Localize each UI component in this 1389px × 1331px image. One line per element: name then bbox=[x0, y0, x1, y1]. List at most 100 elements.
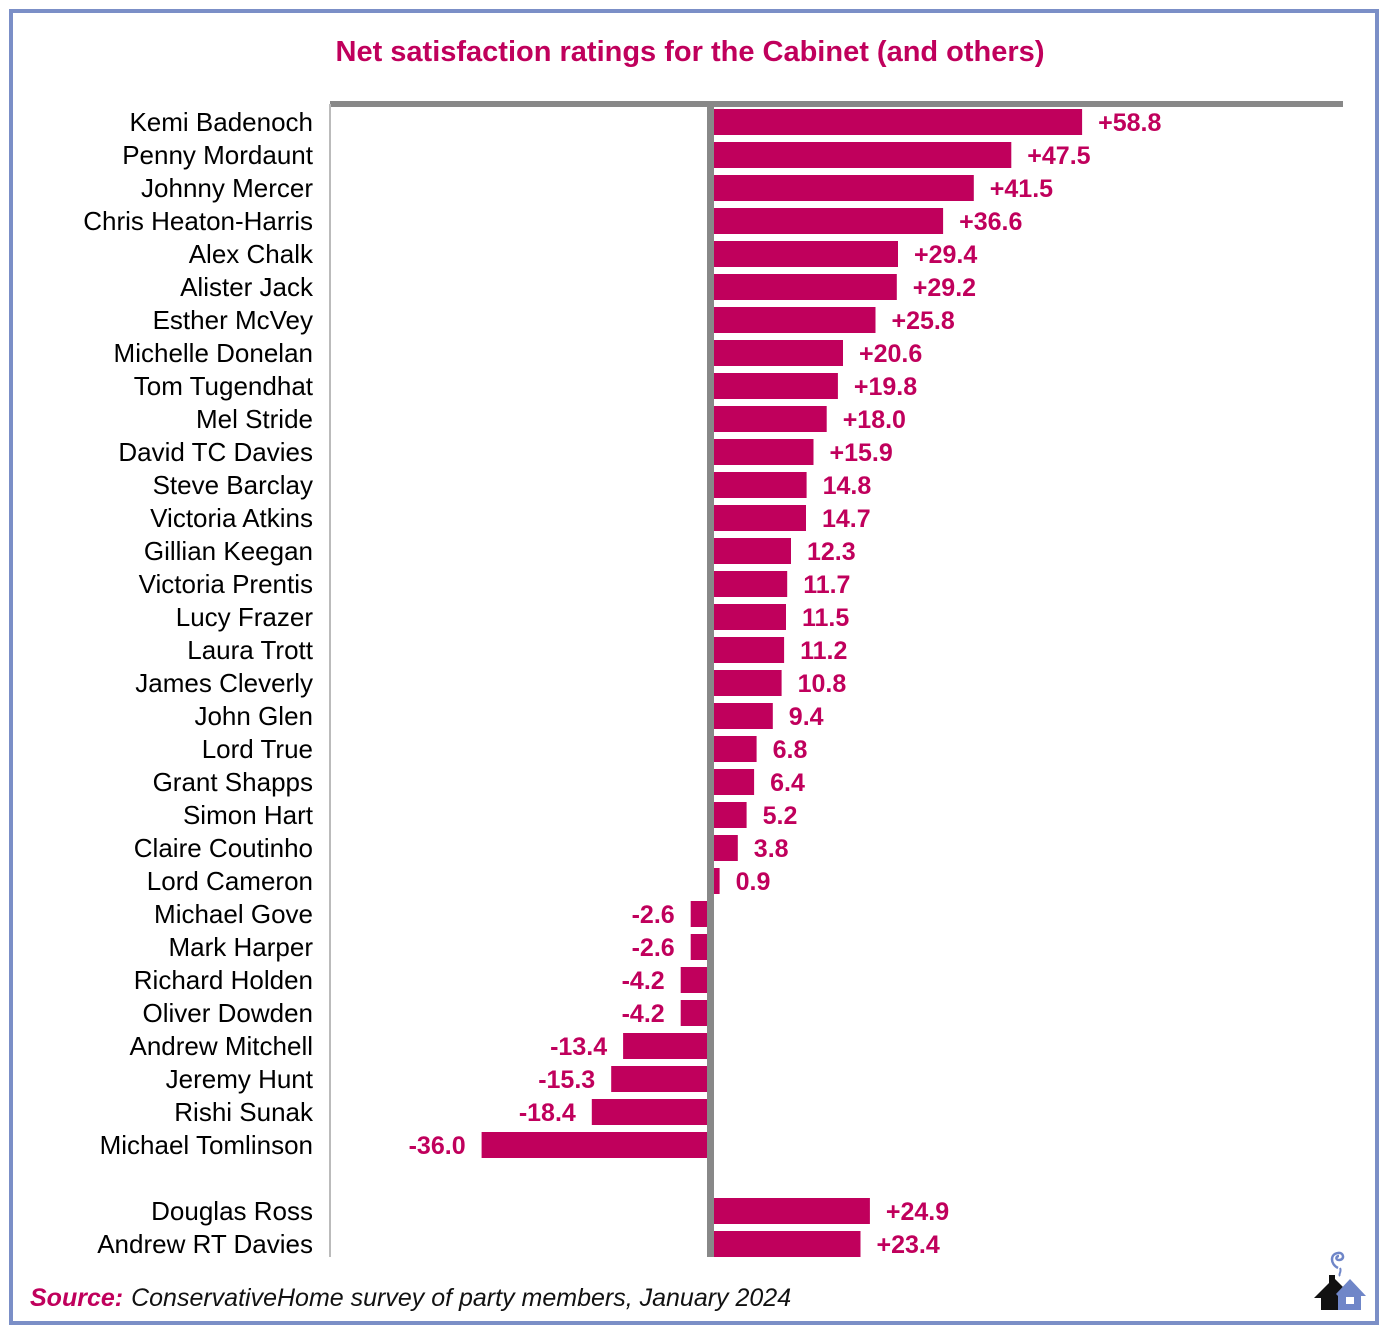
category-label: Chris Heaton-Harris bbox=[83, 206, 313, 236]
bar-andrew-mitchell bbox=[623, 1033, 707, 1059]
category-label: Tom Tugendhat bbox=[134, 371, 314, 401]
bar-grant-shapps bbox=[714, 769, 755, 795]
category-label: Michelle Donelan bbox=[114, 338, 313, 368]
value-label: -2.6 bbox=[632, 934, 675, 962]
category-label: James Cleverly bbox=[135, 668, 313, 698]
bar-rishi-sunak bbox=[591, 1099, 707, 1125]
bar-michael-tomlinson bbox=[481, 1132, 707, 1158]
value-label: +23.4 bbox=[877, 1231, 940, 1259]
category-label: Kemi Badenoch bbox=[129, 107, 313, 137]
bar-alex-chalk bbox=[714, 241, 898, 267]
value-label: 11.5 bbox=[802, 604, 849, 632]
value-label: +58.8 bbox=[1098, 109, 1161, 137]
bar-claire-coutinho bbox=[714, 835, 738, 861]
bar-oliver-dowden bbox=[680, 1000, 707, 1026]
value-label: -15.3 bbox=[538, 1066, 595, 1094]
category-label: David TC Davies bbox=[118, 437, 313, 467]
category-label: Douglas Ross bbox=[151, 1196, 313, 1226]
bar-victoria-prentis bbox=[714, 571, 788, 597]
bar-steve-barclay bbox=[714, 472, 807, 498]
category-label: Rishi Sunak bbox=[174, 1097, 314, 1127]
category-label: Victoria Prentis bbox=[139, 569, 313, 599]
bar-mark-harper bbox=[690, 934, 707, 960]
category-label: Mark Harper bbox=[169, 932, 314, 962]
bar-mel-stride bbox=[714, 406, 827, 432]
plot-left-border bbox=[329, 104, 331, 1257]
category-label: Andrew RT Davies bbox=[97, 1229, 313, 1259]
category-label: Jeremy Hunt bbox=[166, 1064, 314, 1094]
value-label: +41.5 bbox=[990, 175, 1053, 203]
value-label: +25.8 bbox=[892, 307, 955, 335]
value-label: +24.9 bbox=[886, 1198, 949, 1226]
value-label: -13.4 bbox=[550, 1033, 607, 1061]
value-label: 14.7 bbox=[822, 505, 871, 533]
value-label: 6.4 bbox=[770, 769, 805, 797]
category-label: Johnny Mercer bbox=[141, 173, 313, 203]
bar-michael-gove bbox=[690, 901, 707, 927]
value-label: -18.4 bbox=[519, 1099, 576, 1127]
bar-esther-mcvey bbox=[714, 307, 876, 333]
category-label: Mel Stride bbox=[196, 404, 313, 434]
bar-kemi-badenoch bbox=[714, 109, 1083, 135]
category-label: Penny Mordaunt bbox=[122, 140, 314, 170]
bar-douglas-ross bbox=[714, 1198, 870, 1224]
bar-andrew-rt-davies bbox=[714, 1231, 861, 1257]
value-label: +18.0 bbox=[843, 406, 906, 434]
chart-title: Net satisfaction ratings for the Cabinet… bbox=[335, 36, 1045, 68]
bar-gillian-keegan bbox=[714, 538, 791, 564]
value-label: -4.2 bbox=[622, 967, 665, 995]
category-label: Grant Shapps bbox=[153, 767, 313, 797]
bar-chris-heaton-harris bbox=[714, 208, 944, 234]
category-label: Esther McVey bbox=[153, 305, 313, 335]
bar-lord-true bbox=[714, 736, 757, 762]
source-note: Source: ConservativeHome survey of party … bbox=[30, 1284, 791, 1313]
plot-top-border bbox=[330, 101, 1343, 107]
source-text: ConservativeHome survey of party members… bbox=[131, 1284, 792, 1312]
value-label: +19.8 bbox=[854, 373, 917, 401]
category-label: Alex Chalk bbox=[189, 239, 314, 269]
value-label: +20.6 bbox=[859, 340, 922, 368]
bar-simon-hart bbox=[714, 802, 747, 828]
source-prefix: Source: bbox=[30, 1284, 124, 1312]
category-label: Oliver Dowden bbox=[142, 998, 313, 1028]
value-label: 9.4 bbox=[789, 703, 824, 731]
bar-lucy-frazer bbox=[714, 604, 786, 630]
category-label: Steve Barclay bbox=[153, 470, 313, 500]
value-label: 12.3 bbox=[807, 538, 856, 566]
bar-johnny-mercer bbox=[714, 175, 974, 201]
value-label: -36.0 bbox=[409, 1132, 466, 1160]
value-labels: +58.8 +47.5 +41.5 +36.6 +29.4 +29.2 +25.8 +20.6… bbox=[409, 109, 1162, 1259]
bar-lord-cameron bbox=[714, 868, 720, 894]
value-label: 0.9 bbox=[736, 868, 771, 896]
value-label: +29.4 bbox=[914, 241, 977, 269]
category-label: Alister Jack bbox=[180, 272, 314, 302]
conservativehome-house-icon bbox=[1314, 1251, 1366, 1310]
value-label: 10.8 bbox=[798, 670, 847, 698]
value-label: +47.5 bbox=[1027, 142, 1090, 170]
category-label: Claire Coutinho bbox=[134, 833, 313, 863]
category-label: Gillian Keegan bbox=[144, 536, 313, 566]
bar-penny-mordaunt bbox=[714, 142, 1012, 168]
bar-michelle-donelan bbox=[714, 340, 843, 366]
bar-jeremy-hunt bbox=[611, 1066, 707, 1092]
value-label: 6.8 bbox=[773, 736, 808, 764]
value-label: -4.2 bbox=[622, 1000, 665, 1028]
category-label: Victoria Atkins bbox=[150, 503, 313, 533]
category-label: Laura Trott bbox=[187, 635, 314, 665]
value-label: +29.2 bbox=[913, 274, 976, 302]
value-label: -2.6 bbox=[632, 901, 675, 929]
category-label: Michael Tomlinson bbox=[100, 1130, 313, 1160]
value-label: +36.6 bbox=[959, 208, 1022, 236]
category-label: Simon Hart bbox=[183, 800, 314, 830]
value-label: 5.2 bbox=[763, 802, 798, 830]
value-label: 3.8 bbox=[754, 835, 789, 863]
category-label: Richard Holden bbox=[134, 965, 313, 995]
category-label: Michael Gove bbox=[154, 899, 313, 929]
zero-axis-line bbox=[707, 104, 714, 1257]
category-label: John Glen bbox=[194, 701, 313, 731]
value-label: 14.8 bbox=[823, 472, 872, 500]
bar-tom-tugendhat bbox=[714, 373, 838, 399]
value-label: 11.2 bbox=[800, 637, 847, 665]
